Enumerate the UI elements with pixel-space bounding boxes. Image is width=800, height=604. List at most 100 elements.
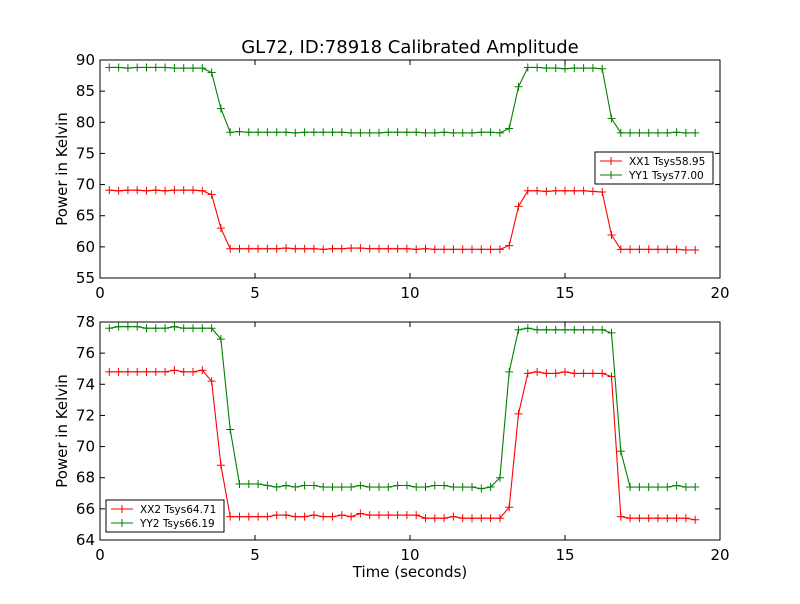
data-point: [644, 245, 653, 254]
data-point: [123, 367, 132, 376]
data-point: [486, 245, 495, 254]
data-point: [523, 63, 532, 72]
data-point: [458, 245, 467, 254]
data-point: [402, 128, 411, 137]
data-point: [365, 511, 374, 520]
data-point: [142, 367, 151, 376]
data-point: [272, 244, 281, 253]
data-point: [226, 425, 235, 434]
data-point: [616, 512, 625, 521]
data-point: [151, 63, 160, 72]
data-point: [347, 483, 356, 492]
chart-panel-1: 0 5 10 15 20 55 60 65 70 75 80 85 90 Power in Kelvin X…: [53, 51, 730, 302]
data-point: [551, 186, 560, 195]
data-point: [421, 514, 430, 523]
x-tick-label: 10: [400, 284, 419, 302]
data-point: [384, 511, 393, 520]
data-point: [300, 512, 309, 521]
legend-label: XX2 Tsys64.71: [140, 504, 216, 516]
data-point: [282, 244, 290, 253]
data-point: [254, 244, 263, 253]
data-point: [626, 514, 635, 523]
data-point: [151, 324, 160, 333]
data-point: [161, 186, 170, 195]
data-point: [114, 322, 123, 331]
data-point: [216, 335, 225, 344]
data-point: [579, 186, 588, 195]
data-point: [672, 128, 681, 137]
data-point: [505, 367, 514, 376]
data-point: [570, 64, 579, 73]
data-point: [151, 367, 160, 376]
data-point: [495, 514, 504, 523]
data-point: [319, 128, 328, 137]
data-point: [644, 514, 653, 523]
data-point: [133, 186, 142, 195]
data-point: [123, 322, 132, 331]
data-point: [226, 128, 235, 137]
y-tick-label: 72: [76, 406, 95, 424]
data-point: [356, 244, 365, 253]
y-tick-label: 68: [76, 469, 95, 487]
data-point: [235, 512, 244, 521]
data-point: [412, 483, 421, 492]
legend-label: YY1 Tsys77.00: [628, 170, 704, 182]
data-point: [449, 128, 458, 137]
data-point: [365, 128, 374, 137]
data-point: [254, 128, 263, 137]
data-point: [347, 244, 356, 253]
data-point: [365, 483, 374, 492]
y-tick-label: 70: [76, 176, 95, 194]
data-point: [207, 377, 216, 386]
data-point: [272, 128, 281, 137]
data-point: [691, 245, 700, 254]
x-tick-label: 15: [555, 546, 574, 564]
data-point: [607, 328, 616, 337]
data-point: [263, 244, 272, 253]
data-point: [198, 186, 207, 195]
data-point: [588, 369, 597, 378]
data-point: [216, 461, 225, 470]
data-point: [300, 244, 309, 253]
data-point: [551, 64, 560, 73]
data-point: [663, 245, 672, 254]
data-point: [495, 473, 504, 482]
data-point: [635, 128, 644, 137]
data-point: [179, 64, 188, 73]
data-point: [449, 245, 458, 254]
data-point: [328, 512, 337, 521]
data-point: [356, 509, 365, 518]
y-tick-label: 66: [76, 500, 95, 518]
data-point: [458, 128, 467, 137]
data-point: [468, 245, 476, 254]
data-point: [402, 481, 411, 490]
data-point: [291, 483, 300, 492]
data-point: [198, 366, 207, 375]
data-point: [644, 128, 653, 137]
data-point: [151, 186, 160, 195]
data-point: [691, 483, 700, 492]
data-point: [468, 514, 476, 523]
data-point: [375, 483, 383, 492]
series-line: [109, 326, 696, 490]
data-point: [198, 64, 207, 73]
data-point: [458, 483, 467, 492]
data-point: [356, 481, 365, 490]
data-point: [654, 128, 662, 137]
data-point: [514, 202, 523, 211]
y-axis-label: Power in Kelvin: [53, 374, 71, 488]
data-point: [337, 511, 346, 520]
data-point: [681, 514, 690, 523]
data-point: [235, 244, 244, 253]
data-point: [393, 481, 402, 490]
data-point: [254, 512, 263, 521]
data-point: [588, 325, 597, 334]
y-tick-label: 78: [76, 313, 95, 331]
data-point: [309, 481, 318, 490]
data-point: [570, 369, 579, 378]
data-point: [486, 514, 495, 523]
series-line: [109, 66, 696, 134]
data-point: [635, 245, 644, 254]
data-point: [263, 481, 272, 490]
